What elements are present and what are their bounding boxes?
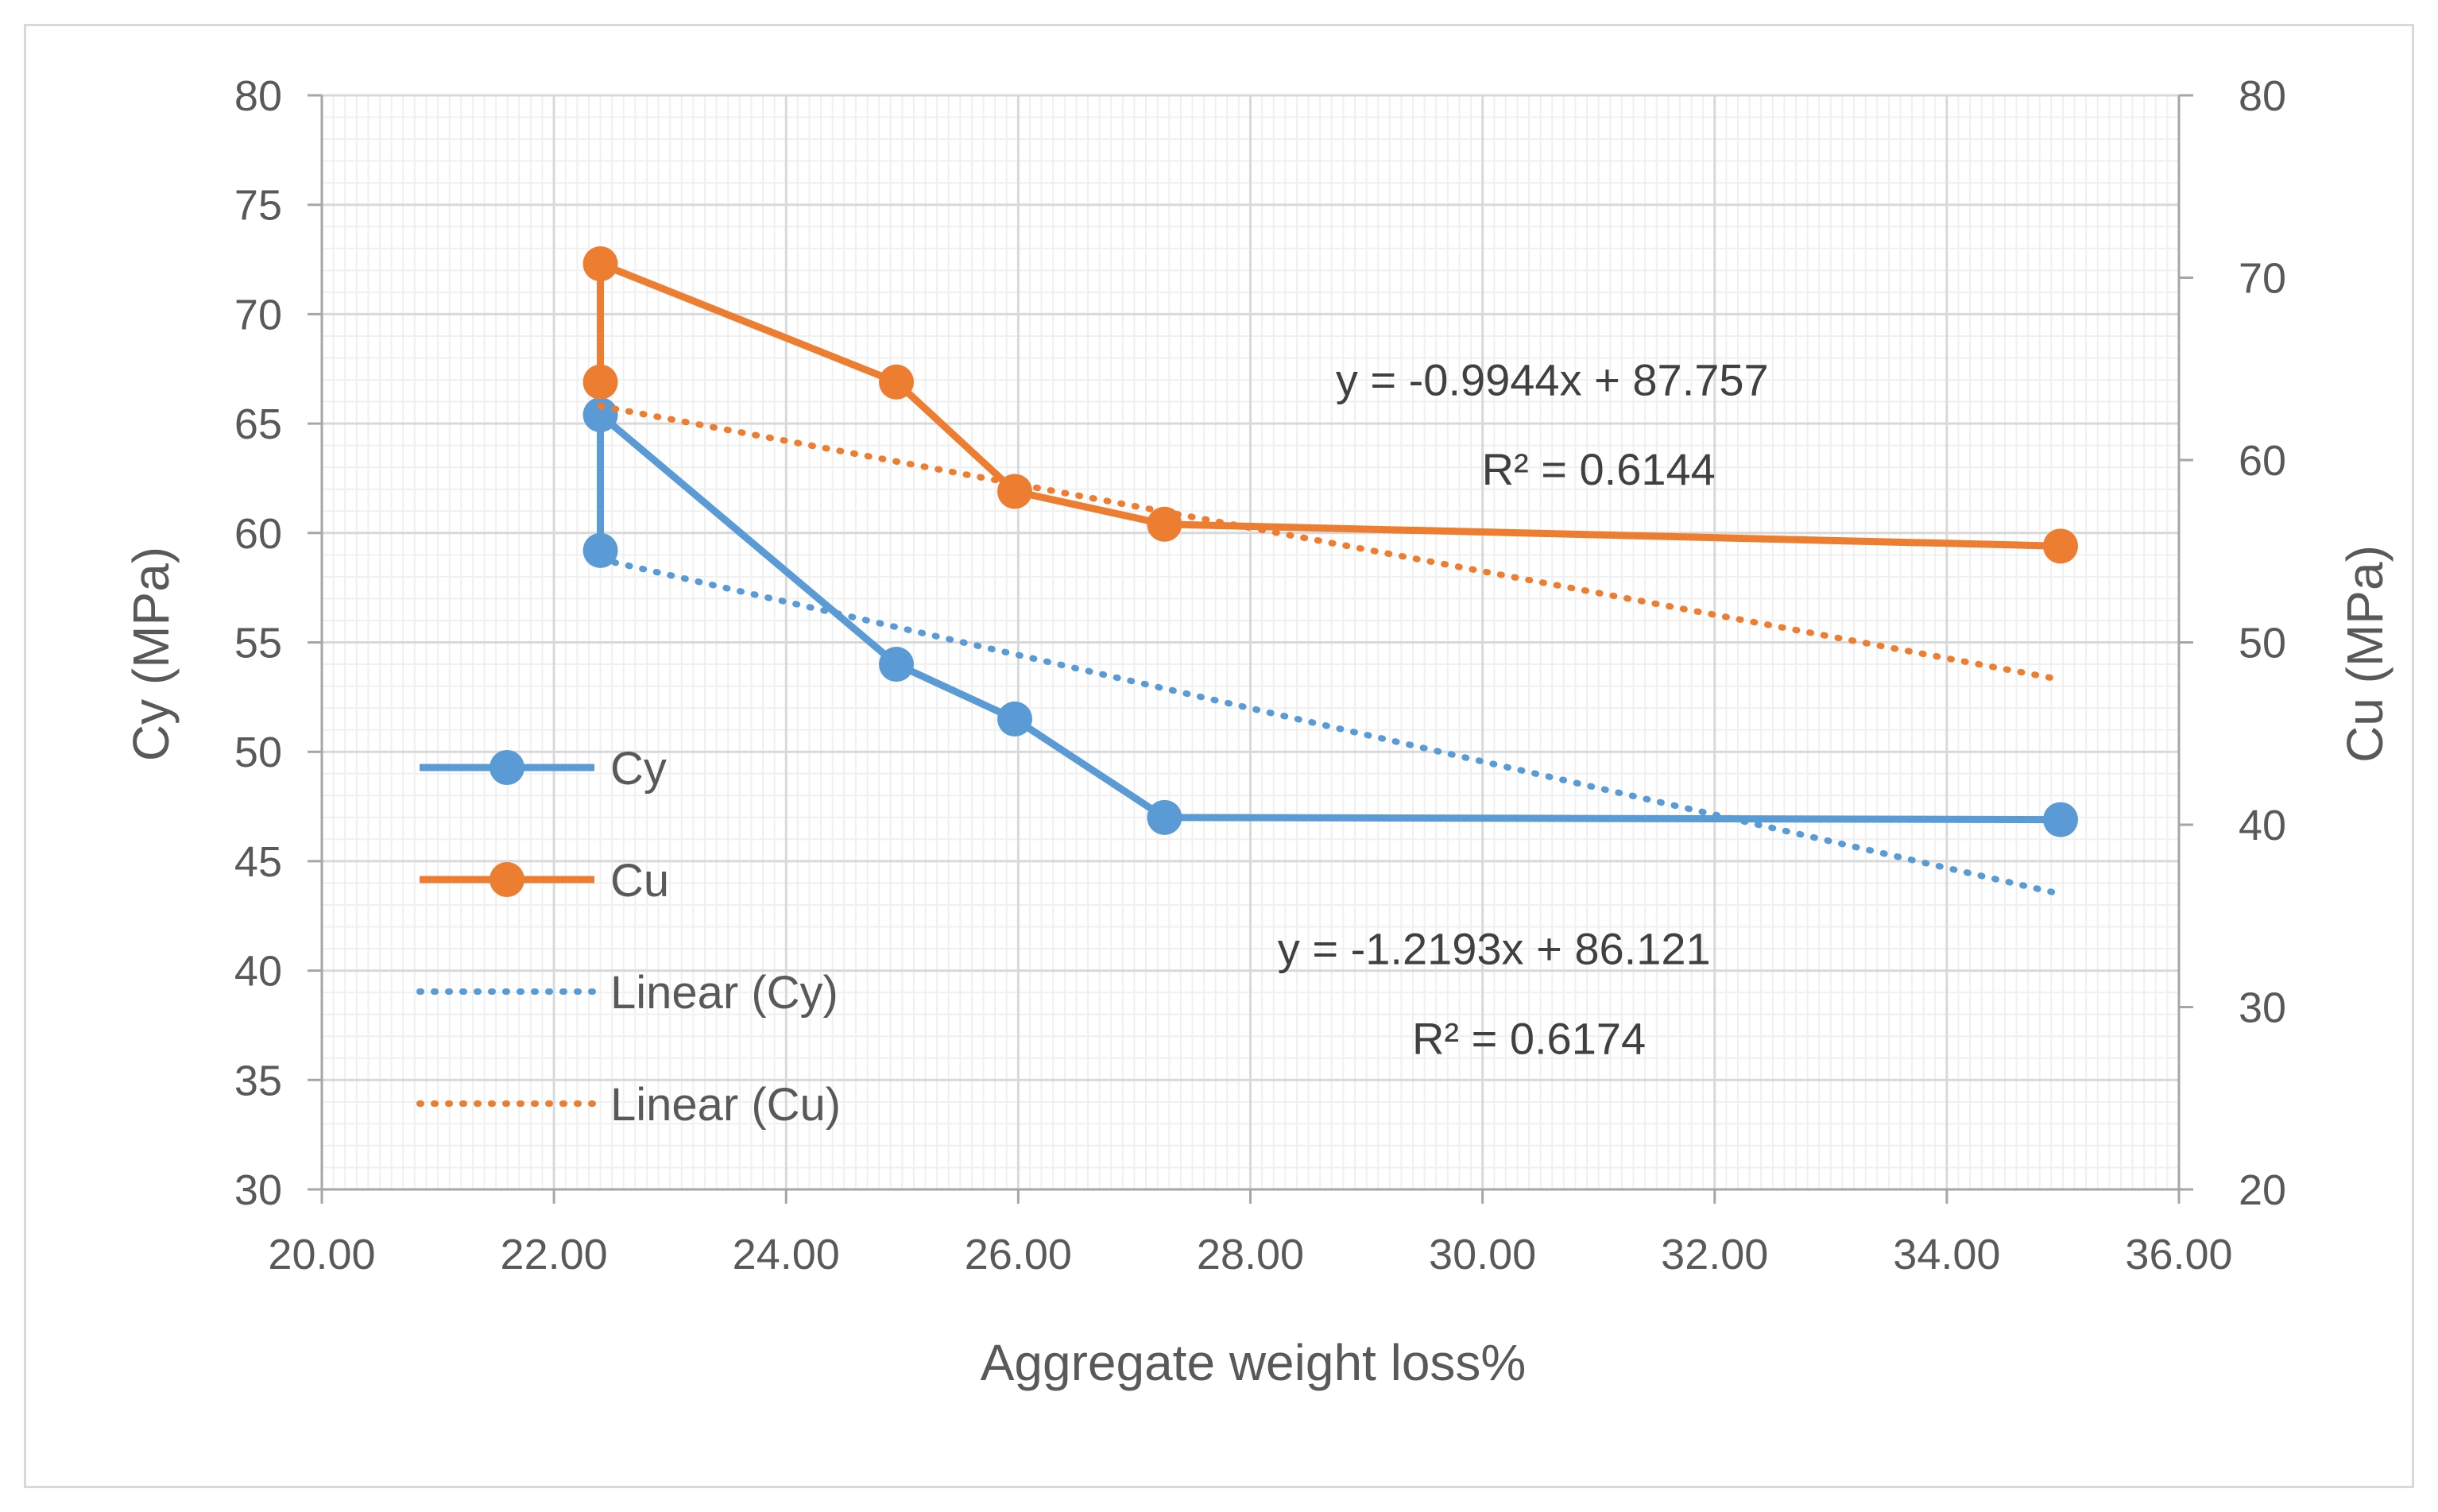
y-axis-title: Cy (MPa)	[122, 547, 180, 761]
data-point-cu	[1147, 506, 1182, 542]
legend-label-linear-cy: Linear (Cy)	[610, 967, 838, 1019]
data-point-cu	[2043, 528, 2079, 564]
data-point-cy	[996, 701, 1032, 737]
y-tick-label: 40	[234, 948, 282, 996]
legend-marker-cu	[490, 862, 524, 897]
y-tick-label: 75	[234, 182, 282, 230]
data-point-cy	[582, 532, 618, 568]
y-tick-label: 30	[234, 1166, 282, 1214]
x-tick-label: 24.00	[733, 1231, 840, 1278]
data-point-cy	[582, 397, 618, 433]
data-point-cy	[1147, 799, 1182, 835]
legend-label-cu: Cu	[610, 855, 669, 907]
axes-layer: 20.00 22.00 24.00 26.00 28.00 30.00 32.00 34.00…	[234, 72, 2286, 1278]
trendline-linear-cu	[597, 403, 2065, 683]
data-point-cu	[582, 246, 618, 282]
series-line-cy	[597, 411, 2061, 824]
y-tick-label: 70	[234, 291, 282, 338]
y2-tick-label: 20	[2239, 1166, 2286, 1214]
legend-marker-cy	[490, 750, 524, 785]
y-tick-label: 60	[234, 510, 282, 558]
y2-tick-label: 40	[2239, 802, 2286, 849]
legend: Cy Cu Linear (Cy) Linear (Cu)	[416, 743, 841, 1131]
data-point-cy	[2043, 802, 2079, 837]
x-tick-label: 34.00	[1893, 1231, 2000, 1278]
y-tick-label: 80	[234, 72, 282, 120]
y-tick-label: 35	[234, 1057, 282, 1104]
trendline-annotation-cu-r2: R² = 0.6144	[1482, 444, 1716, 494]
y2-tick-label: 60	[2239, 437, 2286, 485]
x-tick-label: 26.00	[965, 1231, 1072, 1278]
trendline-linear-cy	[597, 555, 2065, 898]
legend-label-cy: Cy	[610, 743, 667, 795]
y-tick-label: 65	[234, 400, 282, 448]
x-tick-label: 36.00	[2125, 1231, 2232, 1278]
y-tick-label: 50	[234, 729, 282, 776]
y-tick-label: 45	[234, 838, 282, 886]
trendline-annotation-cy-eq: y = -1.2193x + 86.121	[1278, 923, 1711, 973]
x-axis-title: Aggregate weight loss%	[981, 1334, 1527, 1391]
data-point-cu	[996, 474, 1032, 509]
data-point-cu	[582, 364, 618, 400]
x-tick-label: 22.00	[501, 1231, 608, 1278]
y2-tick-label: 80	[2239, 72, 2286, 120]
y2-tick-label: 70	[2239, 255, 2286, 303]
series-line-cu	[597, 260, 2061, 550]
data-point-cu	[879, 364, 915, 400]
y2-tick-label: 30	[2239, 984, 2286, 1032]
legend-label-linear-cu: Linear (Cu)	[610, 1079, 841, 1131]
y2-tick-label: 50	[2239, 620, 2286, 667]
annotation-layer: y = -0.9944x + 87.757 R² = 0.6144 y = -1.2…	[1278, 354, 1769, 1063]
x-tick-label: 30.00	[1429, 1231, 1536, 1278]
data-point-cy	[879, 647, 915, 683]
x-tick-label: 20.00	[268, 1231, 375, 1278]
y-tick-label: 55	[234, 620, 282, 667]
series-layer	[582, 246, 2079, 898]
y2-axis-title: Cu (MPa)	[2336, 545, 2393, 763]
trendline-annotation-cy-r2: R² = 0.6174	[1412, 1013, 1646, 1063]
trendline-annotation-cu-eq: y = -0.9944x + 87.757	[1336, 354, 1769, 404]
x-tick-label: 32.00	[1661, 1231, 1768, 1278]
x-tick-label: 28.00	[1197, 1231, 1304, 1278]
